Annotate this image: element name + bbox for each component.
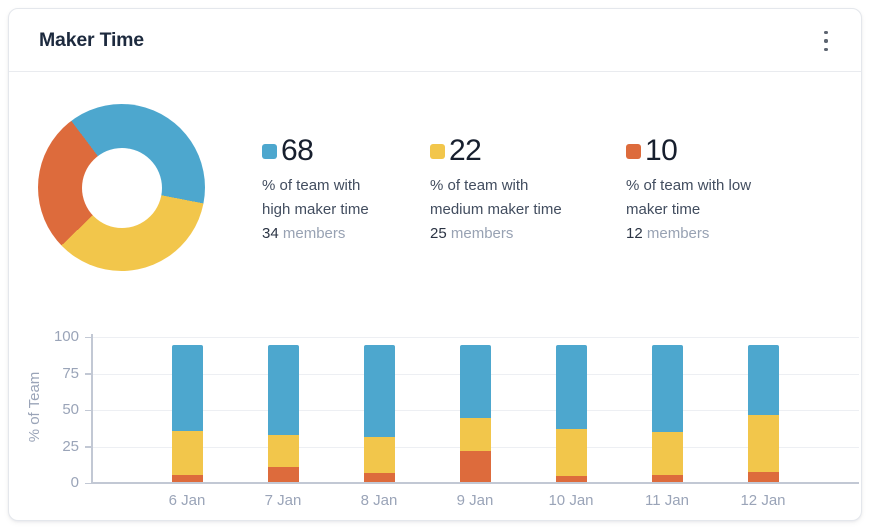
kebab-menu-icon[interactable] (811, 25, 841, 57)
y-tick-label: 0 (70, 474, 79, 491)
maker-time-card: Maker Time 68 % of team with high maker … (8, 8, 862, 521)
x-tick-label: 12 Jan (740, 492, 786, 509)
y-tick-label: 75 (62, 364, 79, 382)
bar-segment-medium[interactable] (363, 436, 395, 474)
y-tick-label: 25 (62, 437, 79, 455)
bar-segment-high[interactable] (555, 344, 587, 430)
stat-head: 22 (430, 134, 562, 167)
bar-segment-high[interactable] (747, 344, 779, 415)
y-tick-label: 50 (62, 401, 79, 418)
member-count: 25 (430, 225, 447, 242)
stat-value: 10 (645, 134, 678, 167)
stat-medium-maker-time: 22 % of team with medium maker time 25 m… (430, 134, 562, 246)
member-count: 12 (626, 225, 643, 242)
x-tick-label: 8 Jan (360, 492, 398, 509)
stat-members: 12 members (626, 222, 751, 246)
stat-value: 22 (449, 134, 482, 167)
x-axis-line (91, 482, 859, 484)
kebab-dot (824, 39, 828, 43)
donut-hole (81, 147, 162, 228)
bar-segment-high[interactable] (267, 344, 299, 436)
bar-segment-medium[interactable] (747, 414, 779, 472)
kebab-dot (824, 30, 828, 35)
stat-head: 68 (262, 134, 369, 167)
x-tick-label: 11 Jan (645, 492, 689, 509)
bar-segment-high[interactable] (363, 344, 395, 437)
page-title: Maker Time (39, 28, 144, 51)
x-tick-label: 10 Jan (548, 492, 594, 509)
stat-head: 10 (626, 134, 751, 167)
bar-segment-low[interactable] (267, 467, 299, 482)
members-label: members (646, 225, 710, 242)
bar-segment-high[interactable] (171, 344, 203, 431)
bar-segment-medium[interactable] (171, 430, 203, 475)
y-tick-label: 100 (53, 328, 79, 345)
gridline (91, 337, 859, 338)
bar-segment-low[interactable] (747, 471, 779, 482)
members-label: members (282, 225, 346, 242)
stat-label: % of team with low maker time (626, 177, 752, 218)
bar-segment-medium[interactable] (555, 429, 587, 477)
bar-segment-low[interactable] (363, 473, 395, 482)
y-tick (85, 446, 91, 448)
x-tick-label: 9 Jan (456, 492, 494, 509)
stat-label: % of team with medium maker time (430, 177, 562, 218)
bar-segment-medium[interactable] (459, 417, 491, 452)
y-tick (85, 409, 91, 411)
y-axis-line (91, 334, 93, 484)
stat-value: 68 (281, 134, 314, 167)
x-tick-label: 6 Jan (168, 492, 206, 509)
bar-segment-low[interactable] (459, 451, 491, 482)
x-tick-label: 7 Jan (264, 492, 302, 509)
stat-low-maker-time: 10 % of team with low maker time 12 memb… (626, 134, 752, 246)
y-tick (85, 373, 91, 375)
bar-segment-high[interactable] (651, 344, 683, 433)
stat-label: % of team with high maker time (262, 177, 369, 218)
members-label: members (450, 225, 514, 242)
y-tick (85, 336, 91, 338)
high-color-swatch (262, 143, 277, 159)
y-tick (85, 482, 91, 484)
bar-segment-medium[interactable] (267, 435, 299, 468)
bar-segment-high[interactable] (459, 344, 491, 418)
stat-members: 25 members (430, 222, 562, 246)
maker-time-donut-chart[interactable] (38, 104, 205, 271)
kebab-dot (824, 47, 828, 52)
bar-segment-low[interactable] (651, 474, 683, 482)
bar-segment-low[interactable] (171, 474, 203, 482)
stat-members: 34 members (262, 222, 369, 246)
medium-color-swatch (430, 143, 445, 159)
bar-segment-medium[interactable] (651, 432, 683, 475)
bar-segment-low[interactable] (555, 476, 587, 482)
card-header: Maker Time (9, 9, 861, 72)
member-count: 34 (262, 225, 279, 242)
stat-high-maker-time: 68 % of team with high maker time 34 mem… (262, 134, 369, 246)
low-color-swatch (626, 143, 641, 159)
